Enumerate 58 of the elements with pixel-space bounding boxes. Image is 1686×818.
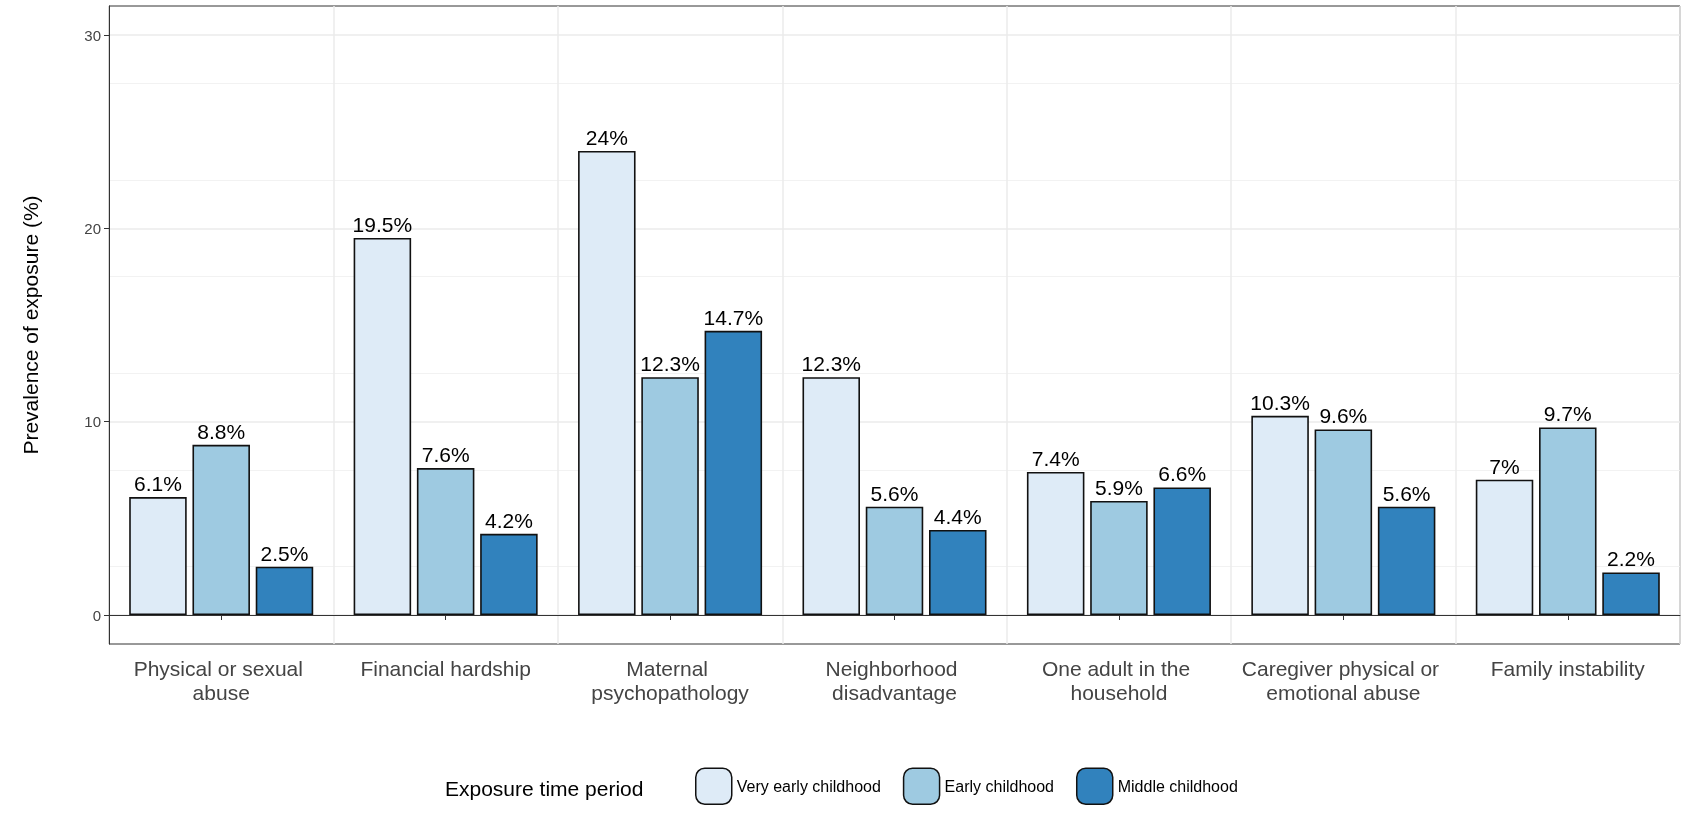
data-label: 9.7% bbox=[1543, 402, 1592, 426]
data-label: 10.3% bbox=[1250, 390, 1310, 414]
data-label: 8.8% bbox=[197, 419, 246, 443]
y-tick-label: 30 bbox=[84, 26, 101, 44]
data-label: 6.6% bbox=[1158, 462, 1207, 486]
data-label: 7% bbox=[1489, 454, 1520, 478]
data-label: 6.1% bbox=[134, 472, 182, 496]
bar bbox=[641, 377, 699, 615]
data-label: 2.2% bbox=[1607, 547, 1655, 571]
bar bbox=[1377, 506, 1436, 615]
bar bbox=[192, 444, 250, 615]
y-tick-label: 20 bbox=[84, 219, 101, 237]
bar bbox=[1251, 415, 1309, 615]
data-label: 7.4% bbox=[1031, 446, 1080, 470]
data-label: 2.5% bbox=[260, 541, 309, 565]
bar bbox=[578, 151, 636, 615]
x-tick-label: Neighborhood disadvantage bbox=[825, 656, 964, 704]
bar bbox=[865, 506, 924, 615]
bar bbox=[802, 377, 860, 615]
legend-title: Exposure time period bbox=[445, 777, 644, 800]
bar bbox=[1153, 487, 1211, 615]
data-label: 5.9% bbox=[1094, 475, 1143, 499]
data-label: 4.4% bbox=[933, 504, 982, 528]
bar bbox=[1539, 427, 1597, 615]
x-tick-label: Caregiver physical or emotional abuse bbox=[1241, 656, 1445, 704]
bar bbox=[129, 497, 187, 615]
bar bbox=[416, 468, 475, 615]
bar bbox=[704, 330, 763, 615]
x-tick-label: Financial hardship bbox=[360, 656, 531, 680]
data-label: 7.6% bbox=[421, 443, 470, 467]
data-label: 19.5% bbox=[352, 213, 413, 236]
legend-label: Middle childhood bbox=[1117, 777, 1238, 795]
data-label: 9.6% bbox=[1319, 404, 1368, 428]
x-tick-label: Physical or sexual abuse bbox=[133, 656, 309, 704]
y-axis-title: Prevalence of exposure (%) bbox=[19, 195, 42, 455]
bar bbox=[480, 533, 538, 615]
data-label: 14.7% bbox=[703, 305, 764, 329]
bar bbox=[1602, 572, 1660, 615]
data-label: 4.2% bbox=[484, 508, 533, 532]
data-label: 5.6% bbox=[1382, 481, 1431, 505]
bar bbox=[1026, 471, 1085, 615]
bar bbox=[1475, 479, 1534, 615]
x-tick-label: One adult in the household bbox=[1041, 656, 1196, 704]
y-tick-label: 10 bbox=[84, 413, 101, 431]
bar bbox=[353, 238, 412, 615]
bar bbox=[255, 566, 314, 615]
data-label: 12.3% bbox=[801, 352, 862, 376]
data-label: 12.3% bbox=[640, 352, 700, 376]
data-label: 24% bbox=[585, 126, 628, 149]
data-label: 5.6% bbox=[870, 481, 919, 505]
x-tick-label: Family instability bbox=[1490, 656, 1646, 680]
bar bbox=[929, 529, 987, 615]
legend-label: Very early childhood bbox=[736, 777, 881, 795]
bar bbox=[1090, 500, 1148, 615]
x-tick-label: Maternal psychopathology bbox=[591, 656, 750, 704]
legend-label: Early childhood bbox=[944, 777, 1054, 795]
bar bbox=[1314, 429, 1373, 615]
y-tick-label: 0 bbox=[92, 606, 101, 624]
